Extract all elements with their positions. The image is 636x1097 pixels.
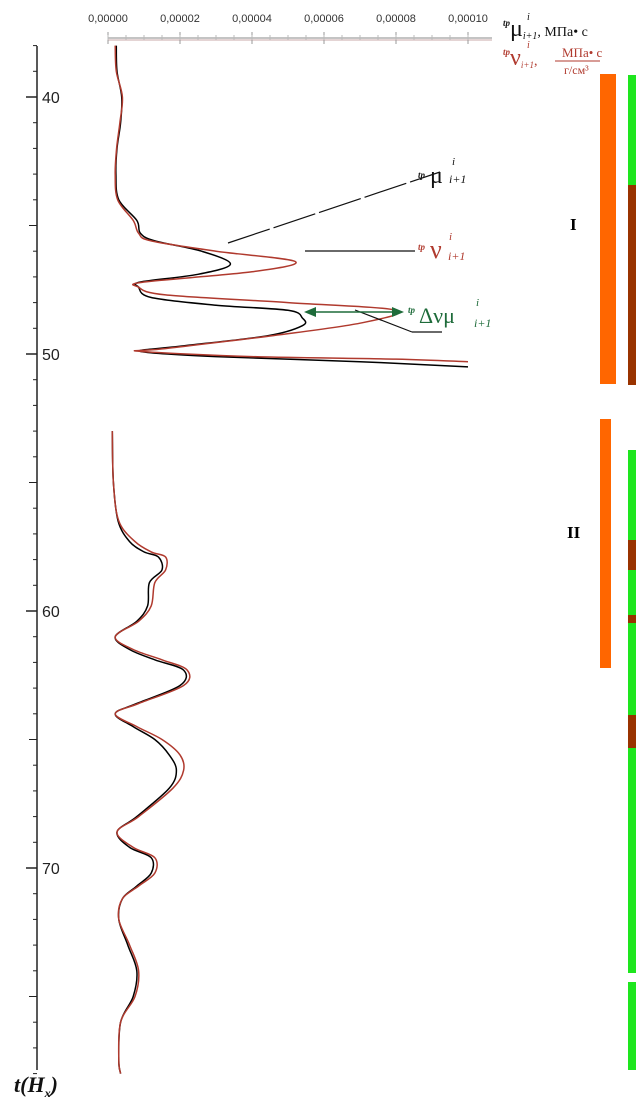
collector-bar-3 — [628, 450, 636, 540]
label-delta-sup: i — [476, 297, 479, 309]
x-tick-label: 0,00010 — [448, 13, 488, 25]
label-delta-sub: i+1 — [474, 316, 491, 330]
x-label-nu-sub: i+1 — [521, 60, 534, 70]
collector-bar-8 — [628, 715, 636, 748]
label-nu-sup: i — [449, 231, 452, 243]
x-tick-label: 0,00004 — [232, 13, 272, 25]
x-label-mu: tpμi+1, МПа• с i — [503, 12, 588, 42]
label-nu: tp ν i i+1 — [418, 231, 465, 264]
label-mu-symbol: μ — [430, 163, 443, 189]
y-tick-label: 60 — [42, 604, 60, 621]
x-tick-label: 0,00000 — [88, 13, 128, 25]
label-mu-sub: i+1 — [449, 172, 466, 186]
curves — [111, 45, 469, 1074]
delta-arrow-right-head — [392, 307, 404, 317]
collector-bar-2 — [628, 185, 636, 385]
label-nu-prefix: tp — [418, 242, 426, 252]
y-axis-label-tail: ) — [49, 1072, 58, 1097]
x-label-nu: tpνi+1, i МПа• с г/см³ — [503, 40, 603, 77]
label-delta-symbol: Δνμ — [419, 303, 455, 328]
label-mu-sup: i — [452, 156, 455, 168]
zone-label-II: II — [567, 523, 581, 542]
zone-bar-orange-2 — [600, 419, 611, 668]
mu-leader-line — [227, 171, 441, 244]
zone-label-I: I — [570, 215, 577, 234]
delta-arrow-left-head — [304, 307, 316, 317]
x-label-nu-symbol: ν — [510, 45, 521, 71]
y-tick-label: 70 — [42, 861, 60, 878]
series-line-0 — [115, 45, 469, 368]
x-label-nu-prefix: tp — [503, 47, 511, 57]
x-tick-label: 0,00002 — [160, 13, 200, 25]
leader-lines — [227, 171, 442, 333]
y-axis: 40 50 60 70 — [26, 45, 60, 1075]
x-label-nu-sup: i — [527, 40, 530, 51]
label-nu-sub: i+1 — [448, 249, 465, 263]
x-tick-label: 0,00008 — [376, 13, 416, 25]
label-nu-symbol: ν — [430, 235, 442, 264]
collector-bar-9 — [628, 748, 636, 973]
collector-bar-10 — [628, 982, 636, 1070]
series-line-3 — [111, 431, 191, 1074]
x-label-nu-unit-num: МПа• с — [562, 45, 603, 60]
delta-leader-line — [354, 309, 413, 333]
y-axis-label: t(Hx) — [14, 1072, 58, 1097]
series-line-2 — [111, 431, 188, 1074]
x-label-mu-sup: i — [527, 12, 530, 23]
zone-bar-orange-1 — [600, 74, 616, 384]
y-tick-label: 40 — [42, 90, 60, 107]
collector-bar-4 — [628, 540, 636, 570]
x-label-mu-symbol: μ — [510, 16, 523, 42]
label-delta-prefix: tp — [408, 305, 416, 315]
x-label-mu-sub: i+1 — [523, 31, 538, 42]
y-axis-label-sub: (H — [20, 1072, 45, 1097]
x-label-mu-text: tpμi+1, МПа• с — [503, 16, 588, 42]
x-label-mu-prefix: tp — [503, 18, 511, 28]
y-axis-label-subscript: x — [44, 1086, 51, 1097]
x-label-nu-sep: , — [534, 54, 538, 69]
collector-bar-7 — [628, 623, 636, 715]
y-axis-label-main: t — [14, 1072, 21, 1097]
y-tick-label: 50 — [42, 347, 60, 364]
x-tick-label: 0,00006 — [304, 13, 344, 25]
y-ticks: 40 50 60 70 — [26, 45, 60, 1075]
collector-bar-5 — [628, 570, 636, 615]
x-axis: 0,00000 0,00002 0,00004 0,00006 0,00008 0,000… — [88, 13, 492, 44]
delta-arrow — [304, 307, 404, 317]
collector-bar-1 — [628, 75, 636, 185]
x-label-mu-unit: , МПа• с — [537, 25, 587, 40]
label-mu-prefix: tp — [418, 170, 426, 180]
collector-bar-6 — [628, 615, 636, 623]
x-label-nu-text: tpνi+1, — [503, 45, 537, 71]
x-label-nu-unit-den: г/см³ — [564, 63, 589, 77]
label-mu: tp μ i i+1 — [418, 156, 466, 189]
series-line-1 — [114, 45, 469, 363]
label-delta: tp Δνμ i i+1 — [408, 297, 491, 330]
zone-bars — [600, 74, 636, 1070]
x-ticks: 0,00000 0,00002 0,00004 0,00006 0,00008 0,000… — [88, 13, 488, 44]
